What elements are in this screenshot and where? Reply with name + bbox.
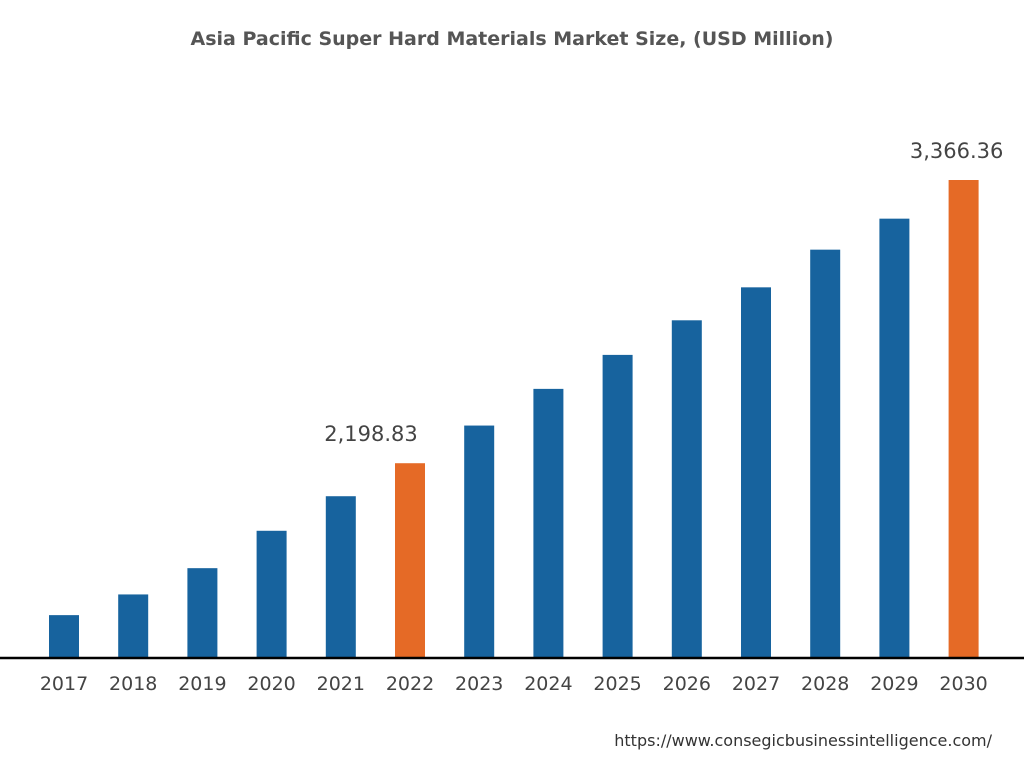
bar-2022 (395, 463, 425, 657)
x-tick-label: 2022 (386, 673, 434, 695)
bar-2018 (118, 594, 149, 657)
x-tick-label: 2028 (801, 673, 849, 695)
x-tick-label: 2019 (178, 673, 226, 695)
x-tick-label: 2030 (939, 673, 987, 695)
bar-2017 (49, 615, 79, 657)
bar-2023 (464, 425, 495, 657)
source-url[interactable]: https://www.consegicbusinessintelligence… (614, 731, 992, 750)
x-tick-label: 2021 (317, 673, 365, 695)
data-label-2030: 3,366.36 (910, 139, 1004, 163)
x-tick-label: 2027 (732, 673, 780, 695)
bar-2026 (671, 320, 702, 657)
x-tick-label: 2026 (663, 673, 711, 695)
bar-2029 (879, 218, 910, 657)
x-tick-label: 2024 (524, 673, 572, 695)
x-tick-label: 2017 (40, 673, 88, 695)
x-tick-label: 2025 (593, 673, 641, 695)
x-tick-label: 2018 (109, 673, 157, 695)
bar-2027 (741, 287, 771, 657)
data-label-2022: 2,198.83 (324, 422, 418, 446)
bar-2030 (948, 180, 979, 657)
bar-2020 (256, 530, 287, 657)
x-tick-label: 2023 (455, 673, 503, 695)
bar-2019 (187, 568, 218, 657)
bar-2021 (325, 496, 356, 657)
x-tick-label: 2029 (870, 673, 918, 695)
chart-title: Asia Pacific Super Hard Materials Market… (190, 28, 834, 50)
bar-2028 (810, 249, 841, 657)
bar-2025 (602, 354, 633, 657)
x-tick-label: 2020 (247, 673, 295, 695)
bar-2024 (533, 388, 564, 657)
